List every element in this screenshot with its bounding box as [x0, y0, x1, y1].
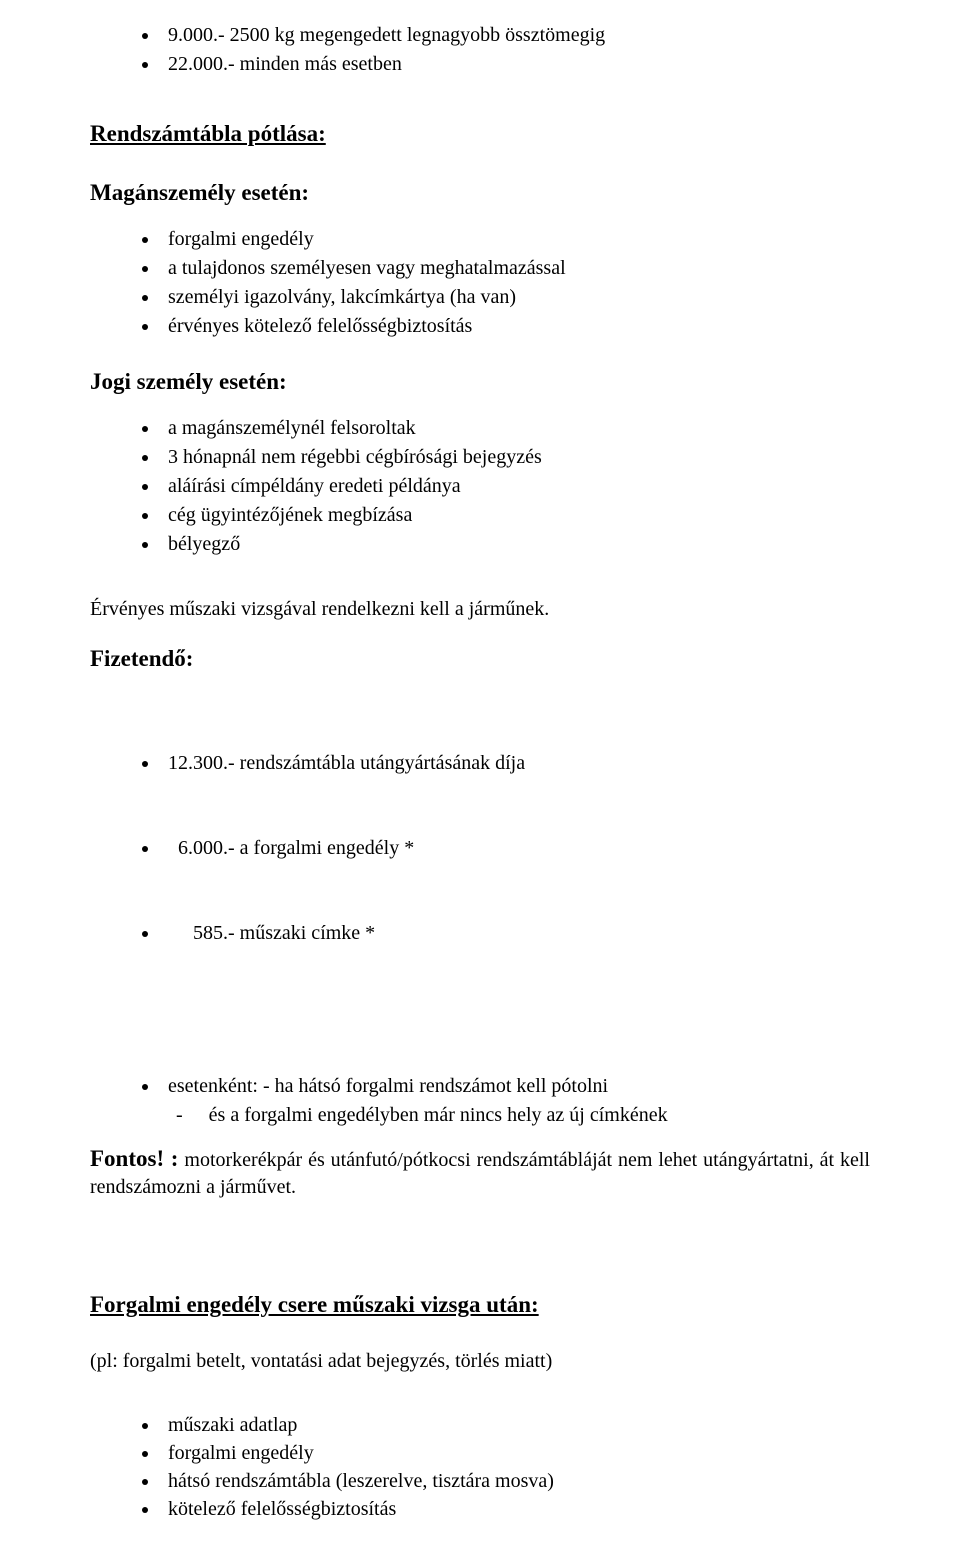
list-item: a tulajdonos személyesen vagy meghatalma… — [160, 255, 870, 282]
top-weight-list: 9.000.- 2500 kg megengedett legnagyobb ö… — [90, 22, 870, 78]
list-item-text: esetenként: - ha hátsó forgalmi rendszám… — [168, 1075, 608, 1097]
list-item-text: 22.000.- minden más esetben — [168, 53, 402, 75]
list-item-text: forgalmi engedély — [168, 228, 314, 250]
list-item: 585.- műszaki címke * — [160, 920, 870, 947]
list-item-text: 12.300.- rendszámtábla utángyártásának d… — [168, 752, 525, 774]
list-item: kötelező felelősségbiztosítás — [160, 1496, 870, 1523]
forgalmi-csere-list: műszaki adatlap forgalmi engedély hátsó … — [90, 1412, 870, 1523]
fontos-paragraph: Fontos! : motorkerékpár és utánfutó/pótk… — [90, 1143, 870, 1201]
list-item: aláírási címpéldány eredeti példánya — [160, 473, 870, 500]
subheading-maganszemely: Magánszemély esetén: — [90, 177, 870, 208]
list-item: esetenként: - ha hátsó forgalmi rendszám… — [160, 1073, 870, 1129]
list-item-text: 6.000.- a forgalmi engedély * — [168, 837, 414, 859]
list-item-text: hátsó rendszámtábla (leszerelve, tisztár… — [168, 1470, 554, 1492]
section-title-rendszamtabla: Rendszámtábla pótlása: — [90, 118, 870, 149]
list-item-text: érvényes kötelező felelősségbiztosítás — [168, 315, 472, 337]
jogi-szemely-list: a magánszemélynél felsoroltak 3 hónapnál… — [90, 415, 870, 558]
list-item-text: személyi igazolvány, lakcímkártya (ha va… — [168, 286, 516, 308]
list-item-text: műszaki adatlap — [168, 1414, 297, 1436]
list-item: 9.000.- 2500 kg megengedett legnagyobb ö… — [160, 22, 870, 49]
list-item: személyi igazolvány, lakcímkártya (ha va… — [160, 284, 870, 311]
forgalmi-csere-note: (pl: forgalmi betelt, vontatási adat bej… — [90, 1348, 870, 1375]
sub-dash-text: és a forgalmi engedélyben már nincs hely… — [209, 1102, 668, 1129]
list-item: hátsó rendszámtábla (leszerelve, tisztár… — [160, 1468, 870, 1495]
list-item-text: a tulajdonos személyesen vagy meghatalma… — [168, 257, 566, 279]
validity-note: Érvényes műszaki vizsgával rendelkezni k… — [90, 596, 870, 623]
esetenkent-list: esetenként: - ha hátsó forgalmi rendszám… — [90, 1073, 870, 1129]
spacer — [90, 560, 870, 582]
list-item: 6.000.- a forgalmi engedély * — [160, 835, 870, 862]
list-item-text: 9.000.- 2500 kg megengedett legnagyobb ö… — [168, 24, 605, 46]
fontos-text: motorkerékpár és utánfutó/pótkocsi rends… — [90, 1149, 870, 1198]
list-item-text: forgalmi engedély — [168, 1442, 314, 1464]
fontos-lead: Fontos! : — [90, 1146, 178, 1171]
list-item-text: cég ügyintézőjének megbízása — [168, 504, 412, 526]
maganszemely-list: forgalmi engedély a tulajdonos személyes… — [90, 226, 870, 340]
list-item: 22.000.- minden más esetben — [160, 51, 870, 78]
list-item-text: 585.- műszaki címke * — [168, 922, 375, 944]
list-item: 3 hónapnál nem régebbi cégbírósági bejeg… — [160, 444, 870, 471]
list-item-text: bélyegző — [168, 533, 240, 555]
spacer — [90, 1003, 870, 1071]
list-item-text: 3 hónapnál nem régebbi cégbírósági bejeg… — [168, 446, 542, 468]
document-page: 9.000.- 2500 kg megengedett legnagyobb ö… — [0, 0, 960, 1564]
list-item: forgalmi engedély — [160, 226, 870, 253]
list-item: forgalmi engedély — [160, 1440, 870, 1467]
list-item-text: kötelező felelősségbiztosítás — [168, 1498, 396, 1520]
list-item-text: aláírási címpéldány eredeti példánya — [168, 475, 461, 497]
list-item-text: a magánszemélynél felsoroltak — [168, 417, 416, 439]
sub-dash-line: - és a forgalmi engedélyben már nincs he… — [168, 1102, 870, 1129]
spacer — [90, 1201, 870, 1249]
subheading-jogi-szemely: Jogi személy esetén: — [90, 366, 870, 397]
spacer — [90, 1389, 870, 1411]
list-item: 12.300.- rendszámtábla utángyártásának d… — [160, 750, 870, 777]
list-item: műszaki adatlap — [160, 1412, 870, 1439]
list-item: a magánszemélynél felsoroltak — [160, 415, 870, 442]
list-item: érvényes kötelező felelősségbiztosítás — [160, 313, 870, 340]
section-title-forgalmi-csere: Forgalmi engedély csere műszaki vizsga u… — [90, 1289, 870, 1320]
list-item: bélyegző — [160, 531, 870, 558]
fizetendo-list: 12.300.- rendszámtábla utángyártásának d… — [90, 694, 870, 1003]
list-item: cég ügyintézőjének megbízása — [160, 502, 870, 529]
subheading-fizetendo: Fizetendő: — [90, 643, 870, 674]
dash-icon: - — [176, 1102, 183, 1129]
